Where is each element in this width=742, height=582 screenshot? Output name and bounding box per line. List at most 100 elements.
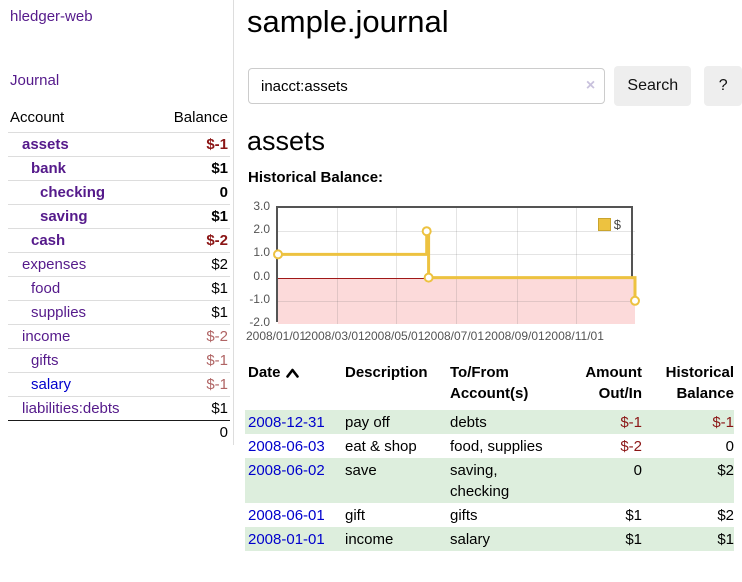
vertical-gridline [516, 208, 518, 324]
accounts-total-value: 0 [154, 420, 230, 444]
y-axis-tick-label: 3.0 [253, 199, 270, 213]
account-link-checking[interactable]: checking [40, 184, 106, 201]
account-row: salary $-1 [8, 372, 230, 397]
transaction-balance: 0 [725, 438, 734, 455]
transaction-amount: $-2 [620, 438, 642, 455]
transaction-accounts: gifts [450, 507, 478, 524]
account-link-assets[interactable]: assets [22, 136, 69, 153]
help-button[interactable]: ? [704, 66, 742, 106]
register-header-tofrom: To/From Account(s) [450, 364, 529, 402]
account-balance: $-1 [154, 348, 230, 373]
data-point-marker [423, 272, 434, 283]
transaction-balance: $2 [717, 462, 734, 479]
vertical-gridline [456, 208, 457, 324]
account-balance: $1 [154, 300, 230, 325]
account-balance: $2 [154, 252, 230, 277]
account-link-liabilities-debts[interactable]: liabilities:debts [22, 400, 120, 417]
x-axis-tick-label: 2008/05/01 [364, 329, 425, 343]
account-link-income[interactable]: income [22, 328, 71, 345]
account-link-cash[interactable]: cash [31, 232, 66, 249]
y-axis-tick-label: -2.0 [249, 315, 270, 329]
transaction-date-link[interactable]: 2008-01-01 [248, 531, 325, 548]
transaction-amount: $1 [625, 507, 642, 524]
register-header-amount: Amount Out/In [585, 364, 642, 402]
search-button[interactable]: Search [614, 66, 692, 106]
account-row: saving $1 [8, 204, 230, 229]
transaction-row: 2008-06-02 save saving, checking 0 $2 [245, 458, 734, 503]
x-axis-tick-label: 2008/07/01 [423, 329, 485, 343]
account-link-gifts[interactable]: gifts [31, 352, 59, 369]
register-header-row: Date Description To/From Account(s) Amou… [245, 360, 734, 410]
transaction-balance: $1 [717, 531, 734, 548]
x-axis-tick-label: 2008/03/01 [304, 329, 365, 343]
transaction-description: eat & shop [345, 438, 417, 455]
transaction-accounts: debts [450, 414, 487, 431]
legend-label: $ [613, 217, 621, 232]
negative-region [278, 277, 635, 324]
y-axis-tick-label: -1.0 [249, 291, 270, 306]
transaction-accounts: salary [450, 531, 491, 548]
account-row: checking 0 [8, 180, 230, 205]
account-row: expenses $2 [8, 252, 230, 277]
account-link-bank[interactable]: bank [31, 160, 67, 177]
transaction-date-link[interactable]: 2008-06-03 [248, 438, 325, 455]
transaction-row: 2008-06-03 eat & shop food, supplies $-2… [245, 434, 734, 458]
x-axis-tick-label: 2008/01/01 [245, 329, 307, 343]
data-point-marker [273, 249, 283, 260]
search-form: × Search ? [248, 66, 742, 106]
transaction-description: pay off [345, 414, 390, 431]
account-balance: $-1 [154, 132, 230, 157]
search-box: × [248, 68, 606, 104]
account-row: supplies $1 [8, 300, 230, 325]
transaction-balance: $-1 [712, 414, 734, 431]
account-row: liabilities:debts $1 [8, 396, 230, 421]
vertical-gridline [336, 208, 338, 324]
account-balance: $1 [154, 396, 230, 421]
accounts-total-row: 0 [8, 420, 230, 444]
transaction-description: income [345, 531, 394, 548]
horizontal-gridline [278, 231, 635, 233]
vertical-gridline [576, 208, 578, 324]
sort-ascending-icon [285, 368, 299, 378]
account-link-saving[interactable]: saving [40, 208, 88, 225]
historical-balance-chart: $ 3.0 2.0 1.0 0.0 -1.0 -2.0 2008/01/01 2008/03… [240, 199, 742, 348]
account-balance: $-2 [154, 324, 230, 349]
search-input[interactable] [248, 68, 606, 104]
account-link-expenses[interactable]: expenses [22, 256, 87, 273]
y-axis-tick-label: 1.0 [253, 245, 270, 260]
transaction-date-link[interactable]: 2008-06-02 [248, 462, 325, 479]
transaction-date-link[interactable]: 2008-12-31 [248, 414, 325, 431]
legend-swatch-icon [597, 218, 611, 231]
register-header-balance: Historical Balance [665, 364, 734, 402]
account-link-food[interactable]: food [31, 280, 61, 297]
account-row: gifts $-1 [8, 348, 230, 373]
data-point-marker [630, 295, 640, 306]
y-axis-tick-label: 0.0 [253, 268, 270, 283]
transaction-accounts: saving, checking [450, 462, 510, 500]
account-heading: assets [247, 126, 326, 156]
vertical-gridline [396, 208, 398, 324]
account-row: food $1 [8, 276, 230, 301]
transaction-row: 2008-01-01 income salary $1 $1 [245, 527, 734, 551]
sidebar-item-journal[interactable]: Journal [10, 72, 60, 89]
register-header-description: Description [345, 364, 428, 381]
account-row: bank $1 [8, 156, 230, 181]
chart-grid [278, 208, 635, 324]
account-balance: $1 [154, 204, 230, 229]
clear-search-icon[interactable]: × [585, 77, 596, 94]
accounts-table: Account Balance assets $-1 bank $1 check… [8, 106, 230, 444]
account-link-salary[interactable]: salary [31, 376, 72, 393]
transaction-amount: $1 [625, 531, 642, 548]
app-title-link[interactable]: hledger-web [10, 8, 93, 25]
page-title: sample.journal [247, 4, 449, 39]
transaction-date-link[interactable]: 2008-06-01 [248, 507, 325, 524]
horizontal-gridline [278, 300, 635, 302]
horizontal-gridline [278, 254, 635, 256]
account-link-supplies[interactable]: supplies [31, 304, 87, 321]
chart-title: Historical Balance: [248, 169, 384, 186]
account-balance: $-1 [154, 372, 230, 397]
accounts-header-balance: Balance [173, 109, 228, 126]
account-balance: $-2 [154, 228, 230, 253]
